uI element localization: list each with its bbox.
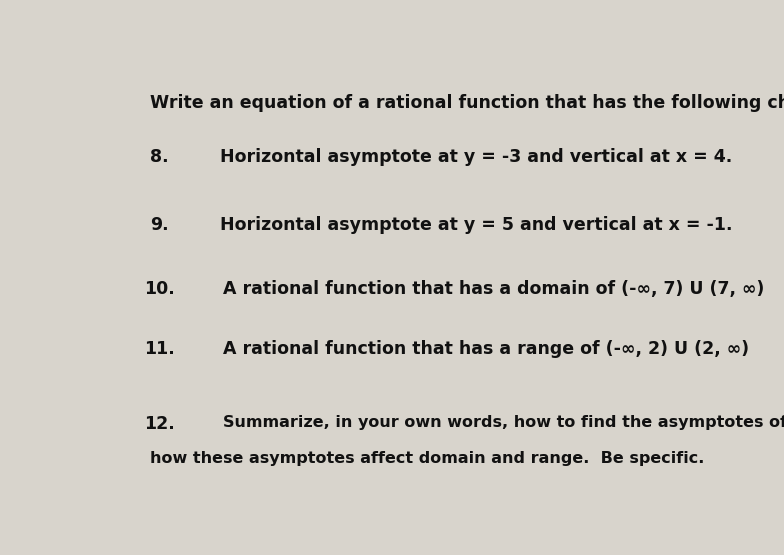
Text: 9.: 9.	[150, 216, 169, 234]
Text: 10.: 10.	[143, 280, 174, 298]
Text: 12.: 12.	[143, 415, 174, 433]
Text: 8.: 8.	[150, 148, 169, 166]
Text: 11.: 11.	[143, 340, 174, 358]
Text: A rational function that has a range of (-∞, 2) U (2, ∞): A rational function that has a range of …	[223, 340, 749, 358]
Text: Horizontal asymptote at y = -3 and vertical at x = 4.: Horizontal asymptote at y = -3 and verti…	[220, 148, 731, 166]
Text: how these asymptotes affect domain and range.  Be specific.: how these asymptotes affect domain and r…	[150, 451, 704, 466]
Text: A rational function that has a domain of (-∞, 7) U (7, ∞): A rational function that has a domain of…	[223, 280, 764, 298]
Text: Write an equation of a rational function that has the following characteristics:: Write an equation of a rational function…	[150, 94, 784, 112]
Text: Summarize, in your own words, how to find the asymptotes of a rational function.: Summarize, in your own words, how to fin…	[223, 415, 784, 430]
Text: Horizontal asymptote at y = 5 and vertical at x = -1.: Horizontal asymptote at y = 5 and vertic…	[220, 216, 732, 234]
